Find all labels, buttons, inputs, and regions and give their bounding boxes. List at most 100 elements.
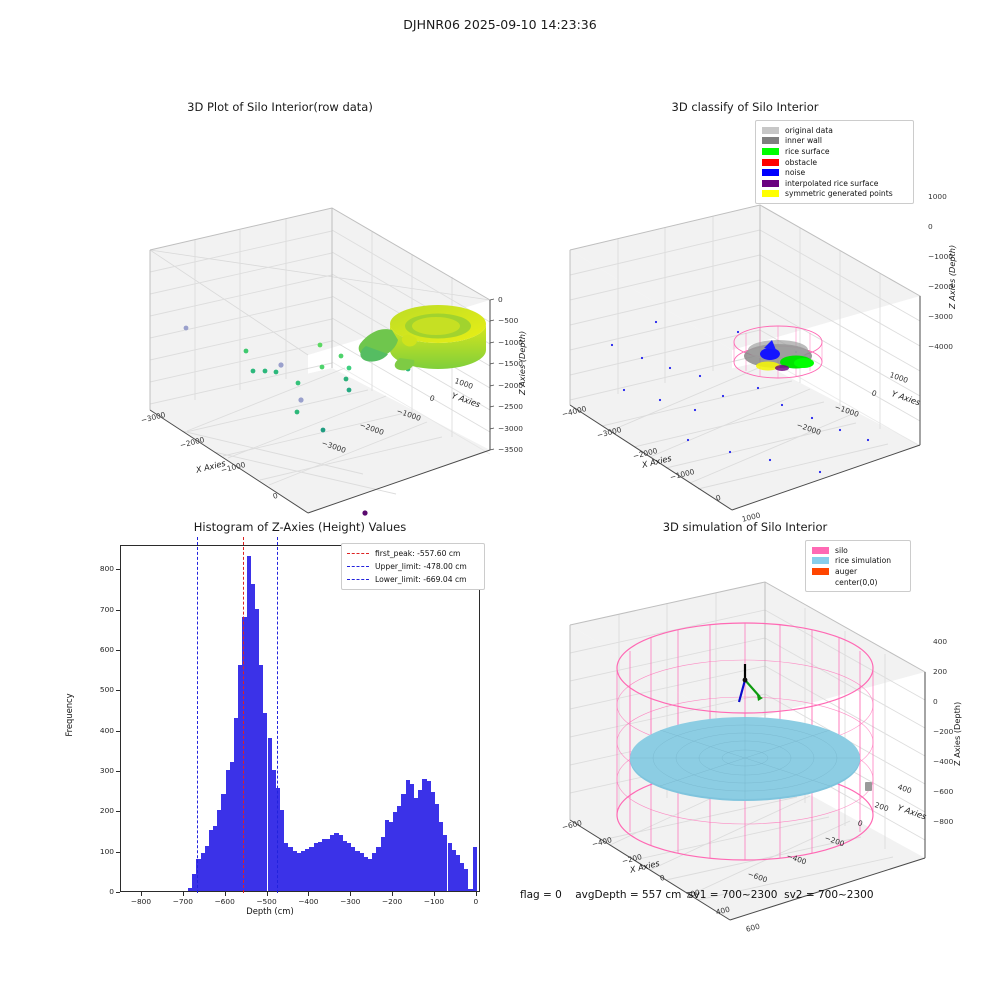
- histogram-bar: [430, 792, 435, 891]
- histogram-y-tick-label: 100: [99, 846, 114, 856]
- histogram-bar: [409, 784, 414, 891]
- histogram-bar: [309, 846, 314, 891]
- legend-item: interpolated rice surface: [762, 178, 907, 189]
- histogram-bar: [397, 806, 402, 891]
- legend-label: Upper_limit: -478.00 cm: [375, 562, 467, 571]
- simulation3d-z-tick: −600: [933, 787, 954, 796]
- histogram-bar: [405, 780, 410, 891]
- histogram-y-tick-mark: [116, 730, 120, 732]
- histogram-y-tick-label: 300: [99, 765, 114, 775]
- histogram-bar: [367, 858, 373, 891]
- histogram-x-tick-mark: [182, 892, 184, 896]
- histogram-bar: [296, 852, 301, 891]
- histogram-y-tick-label: 500: [99, 685, 114, 695]
- histogram-marker-line: [276, 537, 278, 893]
- histogram-title: Histogram of Z-Axies (Height) Values: [193, 520, 407, 534]
- legend-label: rice surface: [785, 146, 830, 156]
- simulation3d-z-tick: 200: [933, 667, 948, 676]
- histogram-x-tick-label: −400: [298, 897, 319, 906]
- histogram-bar: [263, 713, 268, 891]
- simulation3d-legend[interactable]: silo rice simulation auger center(0,0): [805, 540, 911, 593]
- legend-dash-lower-limit: [347, 579, 369, 580]
- legend-label: first_peak: -557.60 cm: [375, 549, 461, 558]
- histogram-bar: [250, 584, 255, 891]
- histogram-bar: [313, 843, 318, 891]
- legend-dash-upper-limit: [347, 566, 369, 567]
- histogram-bar: [418, 790, 423, 891]
- legend-label: symmetric generated points: [785, 189, 893, 199]
- legend-swatch-rice-simulation: [812, 557, 829, 565]
- histogram-bar: [434, 804, 440, 891]
- histogram-bar: [401, 794, 406, 891]
- histogram-bar: [238, 665, 243, 891]
- status-line: flag = 0 avgDepth = 557 cm sv1 = 700~230…: [520, 889, 874, 901]
- histogram-x-tick-mark: [433, 892, 435, 896]
- histogram-y-tick-mark: [116, 770, 120, 772]
- histogram-bar: [275, 788, 281, 891]
- simulation3d-z-axis-label: Z Axies (Depth): [952, 701, 962, 766]
- histogram-bar: [355, 850, 360, 891]
- histogram-bar: [254, 608, 260, 891]
- histogram-x-axis-label: Depth (cm): [246, 906, 294, 916]
- histogram-bar: [200, 852, 205, 891]
- histogram-y-tick-label: 700: [99, 604, 114, 614]
- histogram-bar: [468, 888, 473, 891]
- histogram-legend[interactable]: first_peak: -557.60 cm Upper_limit: -478…: [341, 543, 485, 590]
- histogram-bar: [267, 737, 272, 891]
- classify3d-title: 3D classify of Silo Interior: [671, 100, 819, 114]
- histogram-bar: [213, 826, 218, 891]
- classify3d-z-tick: 0: [928, 222, 933, 231]
- histogram-y-tick-label: 400: [99, 725, 114, 735]
- histogram-y-tick-mark: [116, 649, 120, 651]
- legend-item: auger: [812, 566, 904, 577]
- panel-simulation-3d: 3D simulation of Silo Interior: [520, 520, 970, 934]
- histogram-bar: [351, 846, 356, 891]
- legend-item: original data: [762, 125, 907, 136]
- simulation3d-z-tick: −200: [933, 727, 954, 736]
- legend-swatch-auger: [812, 567, 829, 575]
- histogram-bar: [271, 769, 276, 891]
- histogram-bar: [342, 840, 348, 891]
- classify3d-canvas: [569, 204, 921, 511]
- raw3d-z-tick: −2000: [498, 381, 524, 390]
- simulation3d-z-tick: 0: [933, 697, 938, 706]
- legend-item: center(0,0): [812, 577, 904, 588]
- raw3d-title: 3D Plot of Silo Interior(row data): [187, 100, 373, 114]
- histogram-y-tick-mark: [116, 609, 120, 611]
- simulation3d-rim-markers: [865, 782, 872, 791]
- histogram-marker-line: [243, 537, 245, 893]
- histogram-bar: [372, 852, 377, 891]
- histogram-bar: [426, 781, 431, 891]
- histogram-bar: [447, 842, 452, 891]
- histogram-x-tick-mark: [475, 892, 477, 896]
- histogram-y-tick-mark: [116, 892, 120, 893]
- histogram-x-tick-mark: [308, 892, 310, 896]
- histogram-bar: [334, 832, 339, 891]
- legend-swatch-symmetric-generated-points: [762, 190, 779, 198]
- histogram-bar: [192, 874, 197, 891]
- simulation3d-z-tick: −800: [933, 817, 954, 826]
- histogram-bar: [217, 810, 222, 891]
- histogram-bar: [455, 854, 461, 891]
- histogram-bar: [439, 822, 444, 891]
- histogram-bar: [196, 858, 201, 891]
- histogram-threshold-lines: [121, 537, 479, 893]
- histogram-bar: [460, 862, 465, 891]
- legend-item: rice simulation: [812, 556, 904, 567]
- classify3d-legend[interactable]: original data inner wall rice surface ob…: [755, 120, 914, 205]
- panel-classify-3d: 3D classify of Silo Interior: [520, 100, 970, 524]
- histogram-y-tick-mark: [116, 690, 120, 692]
- histogram-bar: [234, 717, 239, 891]
- histogram-x-tick-label: −300: [340, 897, 361, 906]
- histogram-bar: [321, 838, 327, 891]
- histogram-x-tick-mark: [266, 892, 268, 896]
- legend-label: Lower_limit: -669.04 cm: [375, 575, 467, 584]
- histogram-bar: [326, 839, 331, 891]
- legend-item: inner wall: [762, 136, 907, 147]
- legend-item-upper-limit: Upper_limit: -478.00 cm: [347, 560, 479, 573]
- histogram-bar: [246, 556, 251, 891]
- histogram-bar: [422, 778, 427, 891]
- raw3d-z-tick: −1000: [498, 338, 524, 347]
- histogram-bar: [359, 852, 364, 891]
- legend-swatch-inner-wall: [762, 137, 779, 145]
